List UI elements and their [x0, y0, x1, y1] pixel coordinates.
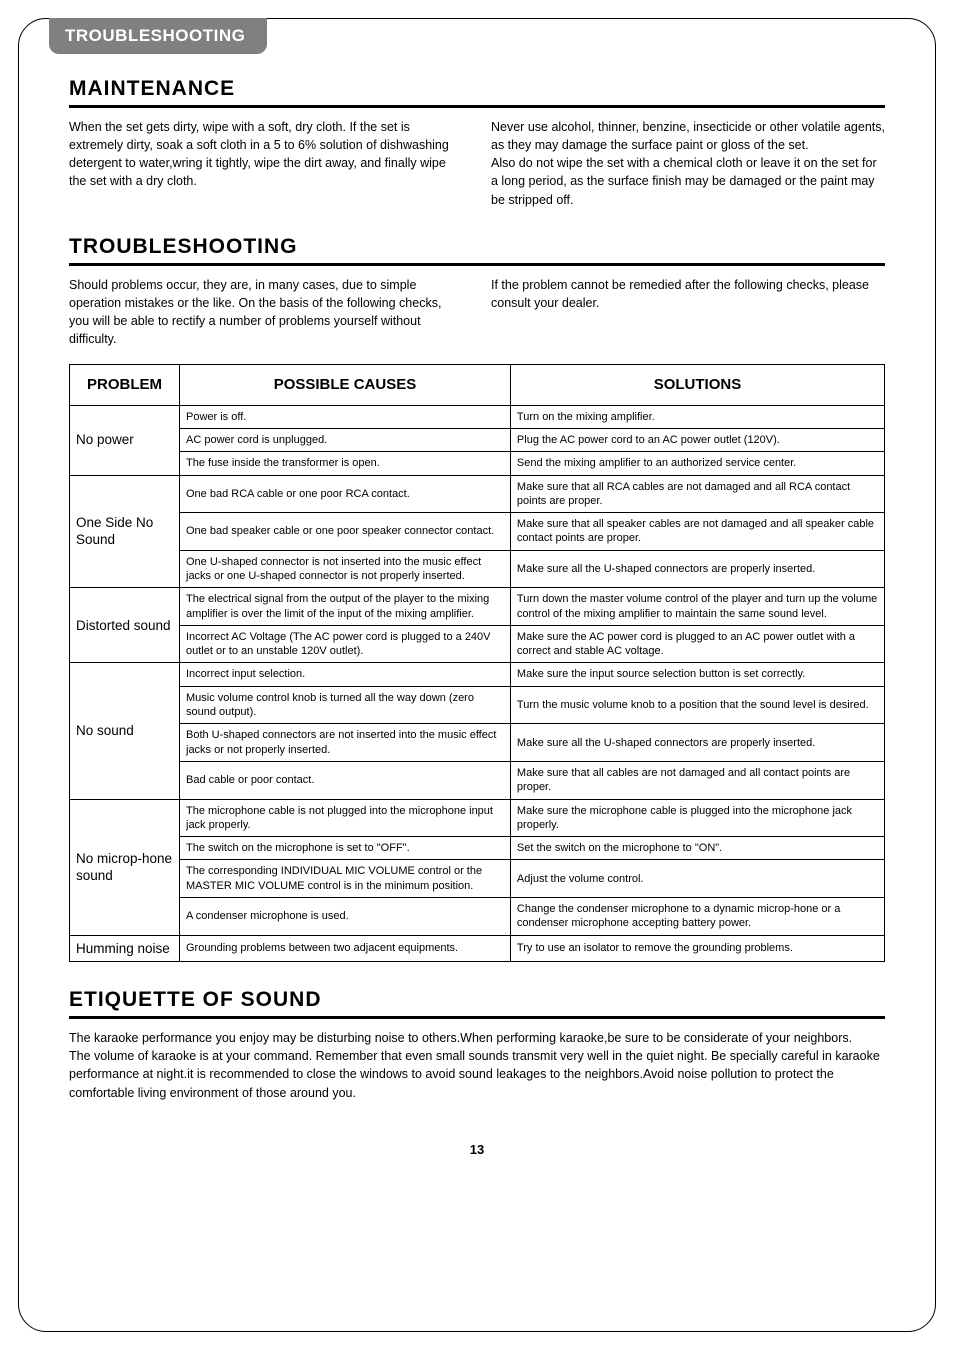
problem-cell: Humming noise	[70, 935, 180, 962]
cause-cell: Incorrect input selection.	[180, 663, 511, 686]
solution-cell: Make sure all the U-shaped connectors ar…	[510, 550, 884, 588]
solution-cell: Change the condenser microphone to a dyn…	[510, 898, 884, 936]
troubleshooting-columns: Should problems occur, they are, in many…	[69, 276, 885, 349]
maintenance-left: When the set gets dirty, wipe with a sof…	[69, 118, 463, 209]
cause-cell: Both U-shaped connectors are not inserte…	[180, 724, 511, 762]
table-row: Bad cable or poor contact.Make sure that…	[70, 761, 885, 799]
cause-cell: One bad speaker cable or one poor speake…	[180, 513, 511, 551]
etiquette-body: The karaoke performance you enjoy may be…	[69, 1029, 885, 1102]
solution-cell: Make sure the input source selection but…	[510, 663, 884, 686]
maintenance-columns: When the set gets dirty, wipe with a sof…	[69, 118, 885, 209]
table-row: One Side No SoundOne bad RCA cable or on…	[70, 475, 885, 513]
solution-cell: Send the mixing amplifier to an authoriz…	[510, 452, 884, 475]
solution-cell: Turn the music volume knob to a position…	[510, 686, 884, 724]
solution-cell: Adjust the volume control.	[510, 860, 884, 898]
table-row: No soundIncorrect input selection.Make s…	[70, 663, 885, 686]
solution-cell: Turn on the mixing amplifier.	[510, 405, 884, 428]
table-row: Music volume control knob is turned all …	[70, 686, 885, 724]
table-row: Incorrect AC Voltage (The AC power cord …	[70, 625, 885, 663]
cause-cell: A condenser microphone is used.	[180, 898, 511, 936]
page-border: TROUBLESHOOTING MAINTENANCE When the set…	[18, 18, 936, 1332]
page-number: 13	[69, 1142, 885, 1157]
solution-cell: Make sure the microphone cable is plugge…	[510, 799, 884, 837]
cause-cell: Bad cable or poor contact.	[180, 761, 511, 799]
solution-cell: Set the switch on the microphone to "ON"…	[510, 837, 884, 860]
etiquette-heading: ETIQUETTE OF SOUND	[69, 988, 885, 1019]
problem-cell: One Side No Sound	[70, 475, 180, 588]
th-solutions: SOLUTIONS	[510, 365, 884, 406]
table-row: A condenser microphone is used.Change th…	[70, 898, 885, 936]
section-tab: TROUBLESHOOTING	[49, 18, 267, 54]
maintenance-right: Never use alcohol, thinner, benzine, ins…	[491, 118, 885, 209]
table-row: The fuse inside the transformer is open.…	[70, 452, 885, 475]
troubleshooting-left: Should problems occur, they are, in many…	[69, 276, 463, 349]
cause-cell: The microphone cable is not plugged into…	[180, 799, 511, 837]
table-row: No powerPower is off.Turn on the mixing …	[70, 405, 885, 428]
cause-cell: One U-shaped connector is not inserted i…	[180, 550, 511, 588]
solution-cell: Make sure that all RCA cables are not da…	[510, 475, 884, 513]
solution-cell: Make sure that all cables are not damage…	[510, 761, 884, 799]
solution-cell: Make sure all the U-shaped connectors ar…	[510, 724, 884, 762]
table-row: AC power cord is unplugged.Plug the AC p…	[70, 428, 885, 451]
table-row: Both U-shaped connectors are not inserte…	[70, 724, 885, 762]
maintenance-heading: MAINTENANCE	[69, 77, 885, 108]
problem-cell: Distorted sound	[70, 588, 180, 663]
problem-cell: No sound	[70, 663, 180, 799]
troubleshooting-right: If the problem cannot be remedied after …	[491, 276, 885, 349]
cause-cell: The fuse inside the transformer is open.	[180, 452, 511, 475]
th-causes: POSSIBLE CAUSES	[180, 365, 511, 406]
solution-cell: Make sure the AC power cord is plugged t…	[510, 625, 884, 663]
solution-cell: Turn down the master volume control of t…	[510, 588, 884, 626]
table-row: One U-shaped connector is not inserted i…	[70, 550, 885, 588]
page-content: MAINTENANCE When the set gets dirty, wip…	[19, 77, 935, 1177]
cause-cell: AC power cord is unplugged.	[180, 428, 511, 451]
problem-cell: No power	[70, 405, 180, 475]
problem-cell: No microp-hone sound	[70, 799, 180, 935]
table-row: Distorted soundThe electrical signal fro…	[70, 588, 885, 626]
solution-cell: Make sure that all speaker cables are no…	[510, 513, 884, 551]
cause-cell: Music volume control knob is turned all …	[180, 686, 511, 724]
table-row: No microp-hone soundThe microphone cable…	[70, 799, 885, 837]
table-row: The corresponding INDIVIDUAL MIC VOLUME …	[70, 860, 885, 898]
cause-cell: The electrical signal from the output of…	[180, 588, 511, 626]
table-row: The switch on the microphone is set to "…	[70, 837, 885, 860]
cause-cell: Grounding problems between two adjacent …	[180, 935, 511, 962]
table-body: No powerPower is off.Turn on the mixing …	[70, 405, 885, 962]
table-row: One bad speaker cable or one poor speake…	[70, 513, 885, 551]
troubleshooting-table: PROBLEM POSSIBLE CAUSES SOLUTIONS No pow…	[69, 364, 885, 962]
cause-cell: Power is off.	[180, 405, 511, 428]
cause-cell: Incorrect AC Voltage (The AC power cord …	[180, 625, 511, 663]
cause-cell: The switch on the microphone is set to "…	[180, 837, 511, 860]
table-header-row: PROBLEM POSSIBLE CAUSES SOLUTIONS	[70, 365, 885, 406]
troubleshooting-heading: TROUBLESHOOTING	[69, 235, 885, 266]
th-problem: PROBLEM	[70, 365, 180, 406]
table-row: Humming noiseGrounding problems between …	[70, 935, 885, 962]
solution-cell: Try to use an isolator to remove the gro…	[510, 935, 884, 962]
cause-cell: One bad RCA cable or one poor RCA contac…	[180, 475, 511, 513]
cause-cell: The corresponding INDIVIDUAL MIC VOLUME …	[180, 860, 511, 898]
solution-cell: Plug the AC power cord to an AC power ou…	[510, 428, 884, 451]
